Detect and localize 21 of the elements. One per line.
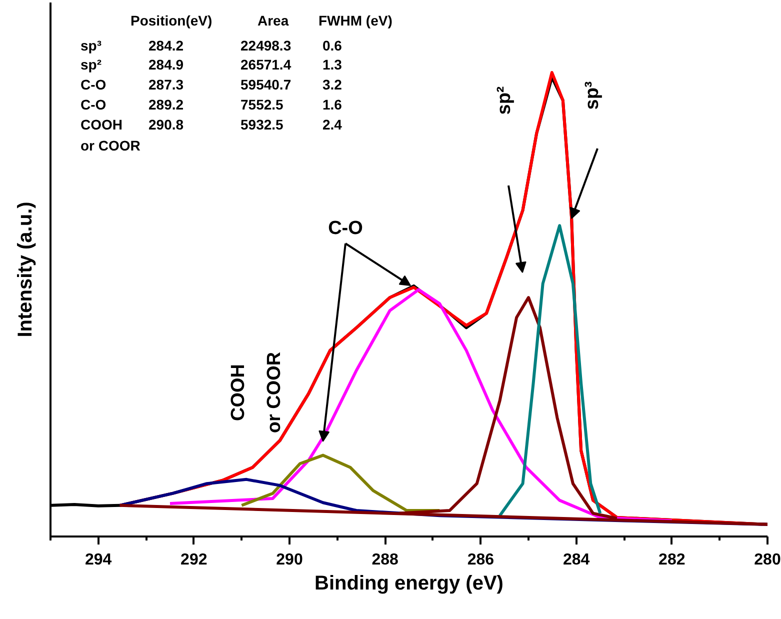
x-tick-label: 282 xyxy=(658,552,686,568)
text: sp² 284.9 26571.4 1.3 xyxy=(80,56,342,72)
text: C-O 289.2 7552.5 1.6 xyxy=(80,96,342,112)
x-tick-label: 284 xyxy=(562,552,590,568)
x-tick-label: 288 xyxy=(372,552,399,568)
y-axis-title: Intensity (a.u.) xyxy=(14,202,36,338)
annotation: sp² xyxy=(494,86,515,115)
text: sp³ 284.2 22498.3 0.6 xyxy=(80,38,342,54)
annotation: sp³ xyxy=(582,81,603,110)
x-tick-label: 280 xyxy=(754,552,781,568)
annotation: COOH or COOR xyxy=(228,352,285,434)
x-tick-label: 286 xyxy=(467,552,494,568)
text: Position(eV) Area FWHM (eV) xyxy=(130,12,392,28)
annotation: C-O xyxy=(328,218,363,239)
annotation: or COOR xyxy=(80,138,140,154)
x-tick-label: 294 xyxy=(84,552,112,568)
x-tick-label: 290 xyxy=(276,552,303,568)
x-axis-title: Binding energy (eV) xyxy=(314,572,504,594)
text: COOH 290.8 5932.5 2.4 xyxy=(80,116,342,132)
x-tick-label: 292 xyxy=(180,552,208,568)
text: C-O 287.3 59540.7 3.2 xyxy=(80,76,342,92)
